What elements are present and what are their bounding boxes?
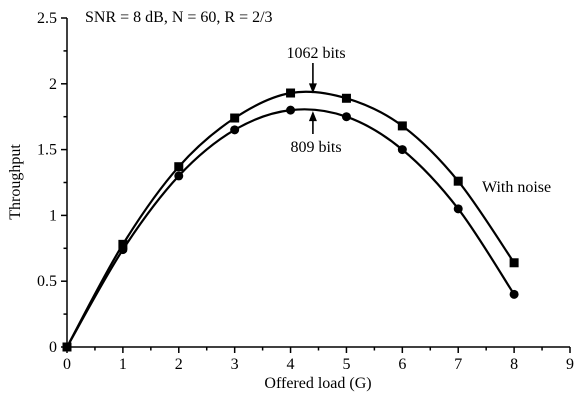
x-tick-label-6: 6 — [398, 356, 406, 373]
ticks: 0 1 2 3 4 5 6 7 8 9 0 0.5 1 1.5 2 2.5 — [37, 10, 574, 373]
y-tick-label-3: 1.5 — [37, 142, 57, 159]
point-square-3 — [230, 113, 240, 123]
point-square-5 — [341, 93, 351, 103]
annotation-1062-bits: 1062 bits — [286, 45, 345, 62]
x-tick-label-0: 0 — [63, 356, 71, 373]
point-square-1 — [118, 239, 128, 249]
y-tick-label-1: 0.5 — [37, 273, 57, 290]
arrowhead-809-bits — [308, 111, 317, 122]
y-tick-label-2: 1 — [49, 207, 57, 224]
point-circle-8 — [509, 289, 519, 299]
annotation-with-noise: With noise — [482, 179, 551, 196]
y-tick-label-5: 2.5 — [37, 10, 57, 27]
point-square-2 — [174, 162, 184, 172]
point-circle-1 — [118, 245, 128, 255]
point-circle-2 — [174, 171, 184, 181]
point-square-6 — [397, 121, 407, 131]
x-tick-label-3: 3 — [231, 356, 239, 373]
point-circle-0 — [62, 342, 72, 352]
point-circle-3 — [230, 125, 240, 135]
x-axis-label: Offered load (G) — [264, 375, 371, 392]
y-tick-label-0: 0 — [49, 339, 57, 356]
x-tick-label-9: 9 — [566, 356, 574, 373]
arrowhead-1062-bits — [308, 83, 317, 94]
data-points — [62, 88, 519, 352]
annotation-809-bits: 809 bits — [290, 139, 341, 156]
y-tick-label-4: 2 — [49, 76, 57, 93]
series-line-square — [66, 90, 516, 348]
x-tick-label-8: 8 — [510, 356, 518, 373]
point-circle-4 — [286, 105, 296, 115]
point-square-4 — [286, 88, 296, 98]
point-square-7 — [453, 176, 463, 186]
x-tick-label-4: 4 — [287, 356, 295, 373]
x-tick-label-5: 5 — [342, 356, 350, 373]
point-circle-6 — [397, 145, 407, 155]
annotations: SNR = 8 dB, N = 60, R = 2/3 1062 bits 80… — [7, 9, 551, 392]
chart-title: SNR = 8 dB, N = 60, R = 2/3 — [85, 9, 273, 26]
y-axis-label: Throughput — [7, 144, 24, 220]
x-tick-label-1: 1 — [119, 356, 127, 373]
point-circle-7 — [453, 204, 463, 214]
x-tick-label-7: 7 — [454, 356, 462, 373]
point-square-8 — [509, 258, 519, 268]
x-tick-label-2: 2 — [175, 356, 183, 373]
curves — [66, 90, 516, 348]
point-circle-5 — [341, 112, 351, 122]
